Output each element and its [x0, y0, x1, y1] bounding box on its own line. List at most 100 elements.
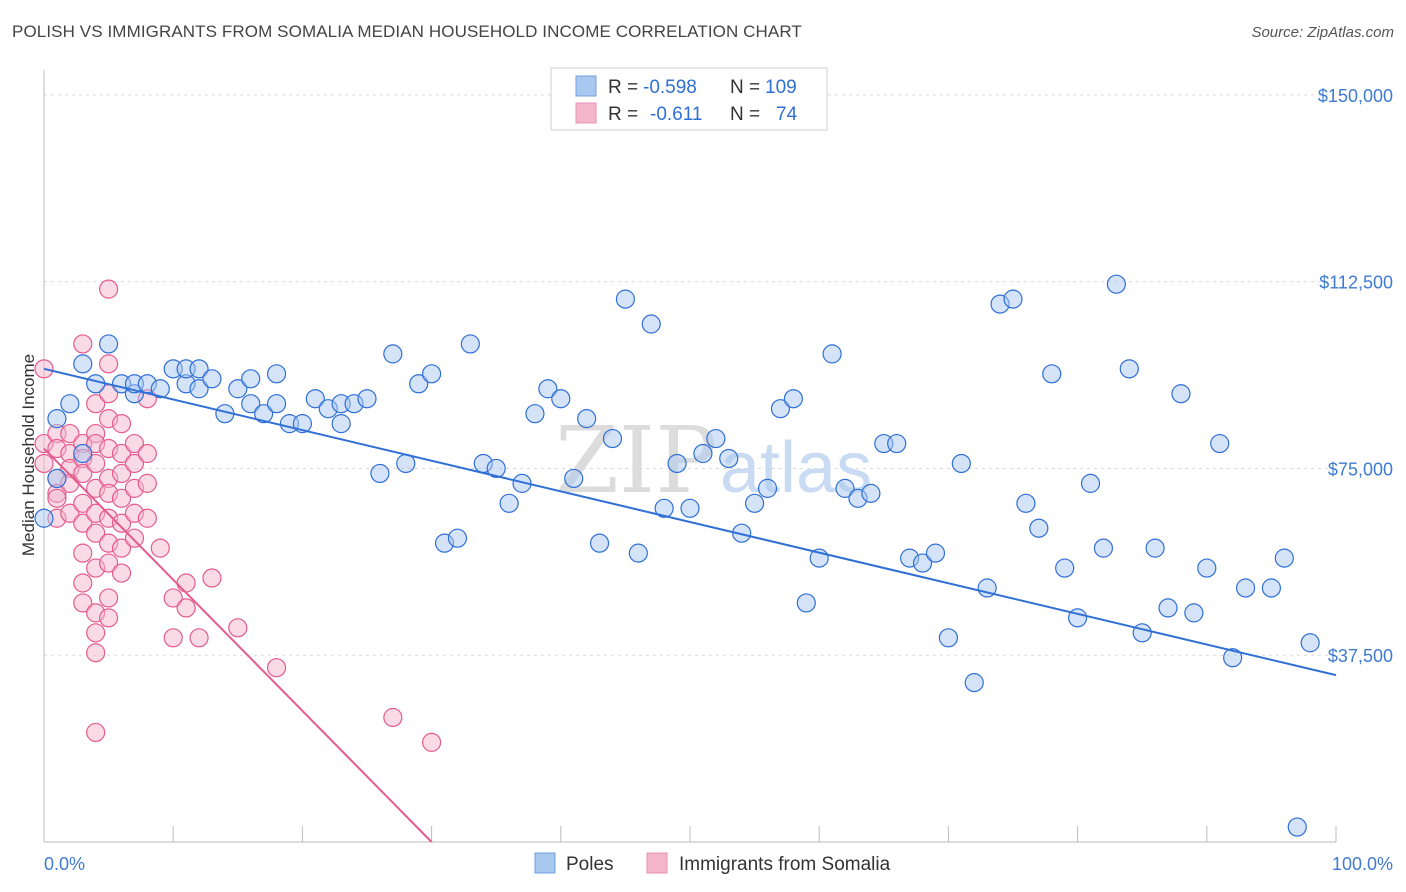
x-tick-label-max: 100.0% [1332, 854, 1393, 874]
poles-point [564, 468, 584, 489]
poles-point [460, 334, 480, 354]
legend-r-value-somalia: -0.611 [650, 104, 702, 125]
somalia-point [176, 573, 196, 593]
somalia-point [176, 598, 196, 618]
poles-point [770, 399, 791, 419]
poles-point [667, 453, 687, 474]
legend-n-label-poles: N = [730, 77, 760, 98]
poles-point [680, 498, 700, 518]
poles-point [202, 369, 222, 389]
poles-point [602, 428, 623, 449]
poles-point [551, 389, 571, 409]
legend-frame [550, 67, 828, 131]
legend-r-value-poles: -0.598 [643, 77, 697, 98]
somalia-point [137, 443, 157, 464]
somalia-point [150, 538, 170, 558]
poles-point [577, 409, 597, 429]
somalia-point [86, 394, 106, 414]
poles-point [60, 394, 80, 414]
poles-point [1029, 518, 1049, 538]
poles-point [189, 379, 209, 399]
poles-point [254, 404, 274, 424]
bottom-legend-swatch-poles [534, 852, 556, 874]
somalia-point [111, 443, 132, 464]
bottom-legend-label-somalia: Immigrants from Somalia [679, 854, 891, 875]
somalia-point [73, 493, 93, 513]
poles-point [693, 443, 713, 464]
somalia-point [98, 553, 119, 573]
poles-point [150, 379, 170, 399]
poles-point [73, 354, 93, 374]
somalia-point [73, 593, 93, 613]
x-tick-labels: 0.0% 100.0% [44, 854, 1393, 874]
poles-point [1055, 558, 1075, 578]
y-axis-label: Median Household Income [19, 354, 38, 556]
somalia-point [86, 523, 106, 543]
somalia-point [60, 503, 80, 523]
poles-point [47, 468, 67, 489]
somalia-point [111, 563, 132, 583]
poles-point [1184, 603, 1204, 623]
somalia-point [137, 508, 157, 528]
somalia-point [111, 513, 132, 533]
somalia-point [73, 513, 93, 533]
poles-point [1158, 598, 1178, 618]
poles-point [370, 463, 390, 484]
somalia-point [111, 463, 132, 484]
poles-point [654, 498, 674, 518]
somalia-point [86, 643, 106, 663]
poles-point [73, 443, 93, 464]
x-tick-label-min: 0.0% [44, 854, 85, 874]
poles-point [732, 523, 752, 543]
poles-point [1210, 433, 1230, 454]
bottom-legend: Poles Immigrants from Somalia [534, 852, 891, 875]
poles-point [266, 364, 287, 384]
somalia-point [34, 453, 54, 474]
somalia-point [202, 568, 222, 588]
poles-point [796, 593, 816, 613]
somalia-point [124, 453, 145, 474]
poles-point [357, 389, 377, 409]
bottom-legend-label-poles: Poles [566, 854, 614, 875]
somalia-point [124, 433, 145, 454]
series-somalia-points [34, 279, 442, 752]
poles-point [409, 374, 429, 394]
somalia-point [47, 488, 67, 508]
poles-point [1042, 364, 1062, 384]
poles-point [486, 458, 506, 479]
somalia-point [73, 573, 93, 593]
poles-point [628, 543, 648, 563]
poles-point [1016, 493, 1036, 513]
somalia-trend-line [43, 447, 433, 843]
legend-n-label-somalia: N = [730, 104, 760, 125]
trend-lines [43, 367, 1337, 843]
poles-point [615, 289, 636, 309]
somalia-point [86, 623, 106, 643]
y-tick-label: $75,000 [1328, 459, 1393, 479]
poles-point [964, 673, 984, 693]
somalia-point [98, 588, 119, 608]
y-tick-label: $150,000 [1318, 86, 1393, 106]
somalia-point [266, 658, 287, 678]
poles-point [34, 508, 54, 528]
poles-point [1132, 623, 1152, 643]
somalia-point [163, 588, 183, 608]
poles-point [757, 478, 778, 498]
poles-point [925, 543, 946, 563]
poles-point [951, 453, 971, 474]
poles-point [383, 344, 403, 364]
poles-point [331, 414, 351, 434]
poles-point [98, 334, 119, 354]
somalia-point [60, 423, 80, 444]
poles-point [861, 483, 881, 503]
poles-point [1287, 817, 1307, 837]
poles-point [1119, 359, 1139, 379]
poles-trend-line [43, 367, 1337, 677]
y-tick-label: $112,500 [1319, 273, 1393, 293]
poles-point [525, 404, 545, 424]
poles-point [189, 359, 209, 379]
somalia-point [73, 543, 93, 563]
poles-point [228, 379, 248, 399]
poles-point [1197, 558, 1217, 578]
